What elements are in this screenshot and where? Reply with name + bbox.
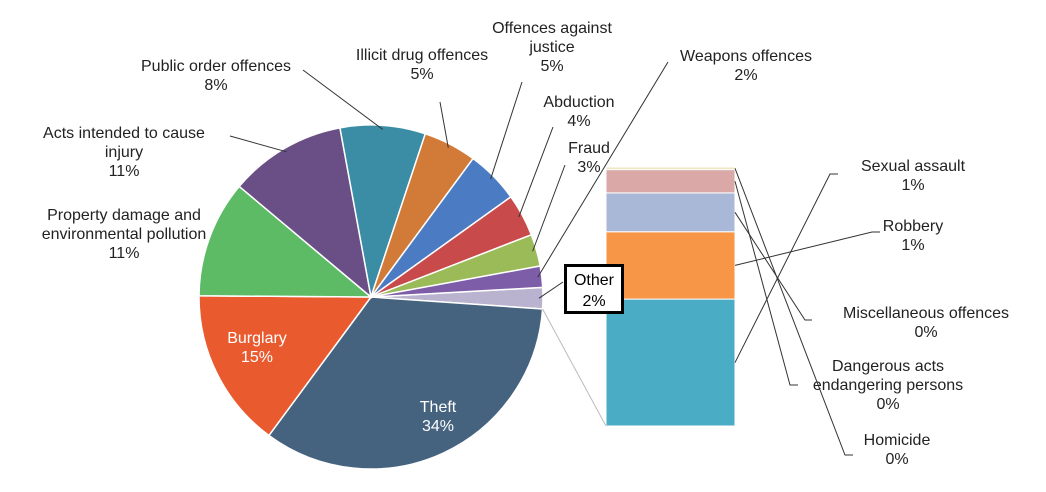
label-other: Other 2%: [564, 264, 624, 314]
bar-segment-sexual-assault: [605, 298, 736, 427]
bar-leader-line-3: [734, 181, 798, 386]
leader-line-5: [302, 69, 384, 130]
bar-leader-line-0: [734, 173, 838, 363]
bar-segment-robbery: [605, 231, 736, 300]
leader-line-10: [537, 61, 669, 278]
label-homicide: Homicide 0%: [863, 432, 931, 468]
leader-line-6: [439, 101, 449, 148]
pie-slice-weapons-offences: [370, 265, 544, 298]
label-weapons: Weapons offences 2%: [680, 48, 812, 84]
label-illicit-drug: Illicit drug offences 5%: [355, 47, 489, 83]
pie-slice-property-damage-and-environmental-pollution: [198, 185, 374, 298]
label-abduction: Abduction 4%: [543, 94, 615, 130]
label-property-damage: Property damage and environmental pollut…: [41, 207, 207, 262]
bar-segment-miscellaneous-offences: [605, 192, 736, 233]
leader-line-9: [532, 164, 566, 252]
label-robbery: Robbery 1%: [882, 218, 944, 254]
leader-line-0: [538, 281, 564, 299]
connector-line: [542, 308, 607, 427]
label-public-order: Public order offences 8%: [140, 58, 292, 94]
label-burglary: Burglary 15%: [227, 330, 287, 366]
pie-slice-burglary: [198, 295, 373, 437]
leader-line-7: [490, 81, 523, 180]
label-justice: Offences against justice 5%: [492, 20, 612, 75]
label-misc: Miscellaneous offences 0%: [842, 305, 1010, 341]
label-dangerous: Dangerous acts endangering persons 0%: [812, 358, 964, 413]
leader-line-4: [229, 135, 287, 153]
bar-leader-line-1: [734, 231, 880, 266]
bar-leader-line-4: [734, 168, 853, 456]
pie-slice-theft: [267, 296, 544, 470]
label-sexual-assault: Sexual assault 1%: [860, 158, 966, 194]
leader-line-8: [518, 126, 554, 218]
label-fraud: Fraud 3%: [568, 140, 610, 176]
label-theft: Theft 34%: [419, 399, 457, 435]
label-acts-injury: Acts intended to cause injury 11%: [43, 125, 205, 180]
pie-slice-acts-intended-to-cause-injury: [238, 126, 373, 299]
bar-segment-dangerous-acts-endangering-persons: [605, 169, 736, 194]
bar-leader-line-2: [734, 212, 812, 321]
bar-segment-homicide: [605, 166, 736, 171]
